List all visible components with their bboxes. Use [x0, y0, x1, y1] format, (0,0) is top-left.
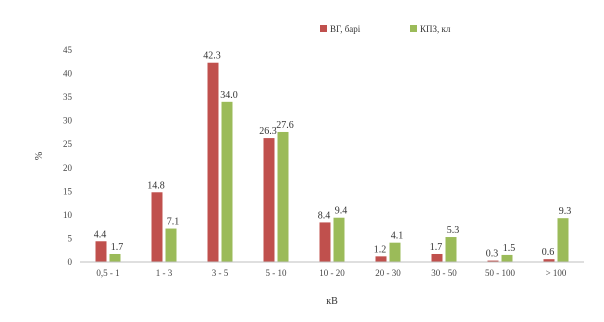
value-label-series-2: 34.0 [220, 90, 238, 101]
value-label-series-1: 14.8 [147, 180, 165, 191]
value-label-series-1: 42.3 [203, 51, 221, 62]
y-tick-label: 10 [63, 210, 73, 220]
x-tick-label: > 100 [546, 268, 567, 278]
bar-series-2 [501, 254, 513, 262]
legend-label-series-2: КПЗ, кл [420, 24, 451, 34]
bar-series-2 [333, 217, 345, 262]
legend-swatch-series-2 [410, 25, 417, 32]
x-tick-label: 10 - 20 [319, 268, 345, 278]
y-axis-ticks: 0 5 10 15 20 25 30 35 40 45 [63, 45, 73, 267]
value-label-series-2: 1.7 [111, 242, 124, 253]
value-label-series-2: 4.1 [391, 231, 404, 242]
y-tick-label: 40 [63, 69, 73, 79]
legend-label-series-1: ВГ, барі [330, 24, 361, 34]
y-tick-label: 15 [63, 186, 73, 196]
x-tick-label: 20 - 30 [375, 268, 401, 278]
y-tick-label: 45 [63, 45, 73, 55]
value-label-series-2: 9.3 [559, 206, 572, 217]
x-tick-label: 5 - 10 [266, 268, 287, 278]
x-axis-label: кВ [326, 296, 338, 307]
y-tick-label: 35 [63, 92, 73, 102]
bars-group [95, 62, 569, 262]
bar-series-1 [263, 138, 275, 262]
value-label-series-1: 26.3 [259, 126, 277, 137]
x-tick-label: 50 - 100 [485, 268, 515, 278]
bar-series-2 [109, 253, 121, 262]
value-label-series-2: 7.1 [167, 217, 180, 228]
y-tick-label: 25 [63, 139, 73, 149]
bar-series-2 [221, 101, 233, 262]
value-label-series-1: 4.4 [94, 229, 107, 240]
bar-series-1 [319, 222, 331, 262]
y-tick-label: 0 [68, 257, 73, 267]
value-label-series-2: 1.5 [503, 243, 516, 254]
legend-swatch-series-1 [320, 25, 327, 32]
bar-series-2 [389, 242, 401, 262]
bar-series-1 [151, 192, 163, 262]
bar-series-1 [207, 62, 219, 262]
x-tick-label: 0,5 - 1 [96, 268, 119, 278]
y-tick-label: 20 [63, 163, 73, 173]
bar-series-2 [165, 228, 177, 262]
bar-series-1 [375, 256, 387, 262]
value-label-series-1: 0.3 [486, 249, 499, 260]
bar-series-1 [431, 253, 443, 262]
value-label-series-1: 0.6 [542, 247, 555, 258]
y-tick-label: 30 [63, 116, 73, 126]
bar-series-2 [557, 218, 569, 262]
x-axis-ticks: 0,5 - 1 1 - 3 3 - 5 5 - 10 10 - 20 20 - 30 30 … [96, 268, 567, 278]
bar-series-2 [445, 237, 457, 262]
bar-series-2 [277, 131, 289, 262]
y-axis-label: % [34, 152, 45, 160]
value-label-series-2: 27.6 [276, 120, 294, 131]
value-labels-group: 4.4 1.7 14.8 7.1 42.3 34.0 26.327.6 8.4 9.4 1.2 4.… [94, 51, 572, 260]
y-tick-label: 5 [68, 233, 73, 243]
value-label-series-1: 1.7 [430, 242, 443, 253]
bar-series-1 [543, 259, 555, 262]
value-label-series-1: 8.4 [318, 210, 331, 221]
value-label-series-2: 9.4 [335, 206, 348, 217]
legend: ВГ, барі КПЗ, кл [320, 24, 451, 34]
bar-series-1 [487, 260, 499, 262]
x-tick-label: 30 - 50 [431, 268, 457, 278]
value-label-series-1: 1.2 [374, 244, 387, 255]
bar-series-1 [95, 241, 107, 262]
value-label-series-2: 5.3 [447, 225, 460, 236]
x-tick-label: 3 - 5 [212, 268, 229, 278]
x-tick-label: 1 - 3 [156, 268, 173, 278]
